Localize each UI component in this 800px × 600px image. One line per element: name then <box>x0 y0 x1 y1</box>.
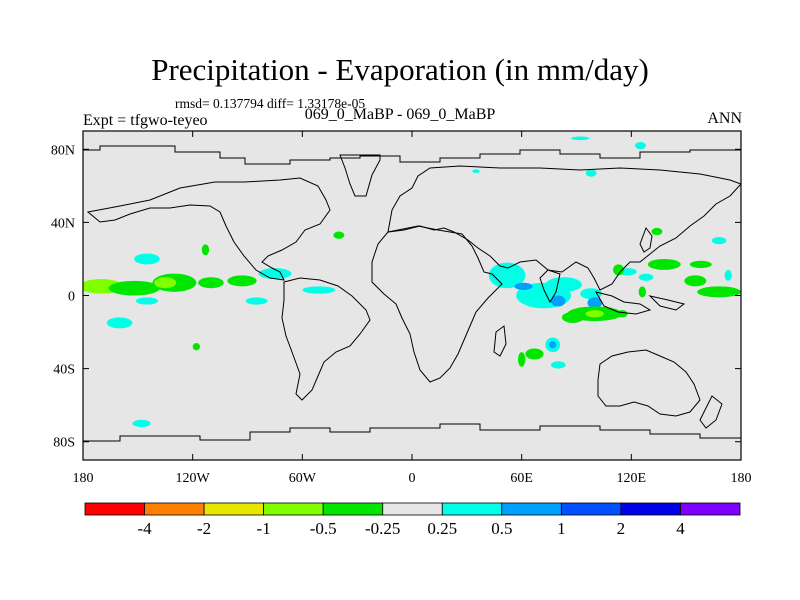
x-tick-label: 180 <box>73 471 94 486</box>
anomaly-patch <box>724 269 732 281</box>
colorbar-label: -2 <box>197 519 211 538</box>
x-axis: 180 120W 60W 0 60E 120E 180 <box>73 131 752 486</box>
x-tick-label: 120W <box>176 471 211 486</box>
anomaly-patch <box>201 244 210 256</box>
coastline-maritime-continent <box>594 291 652 315</box>
colorbar-label: -4 <box>137 519 152 538</box>
colorbar-box <box>680 502 741 516</box>
anomaly-patch <box>134 253 160 265</box>
anomaly-patch <box>549 341 557 349</box>
colorbar-box <box>263 502 324 516</box>
x-tick-label: 120E <box>617 471 647 486</box>
coastline-antarctica <box>83 423 741 442</box>
coastline-arctic <box>83 145 741 165</box>
x-tick-label: 180 <box>731 471 752 486</box>
colorbar-box <box>560 502 622 516</box>
anomaly-patch <box>634 141 646 150</box>
anomaly-patch <box>245 297 268 305</box>
anomaly-patch <box>518 352 526 367</box>
coastline-africa <box>371 225 503 383</box>
colorbar-label: -1 <box>257 519 271 538</box>
anomaly-patch <box>711 237 727 245</box>
anomaly-patch <box>136 297 158 305</box>
y-tick-label: 80N <box>51 143 75 158</box>
anomaly-patch <box>545 277 582 292</box>
y-axis: 80N 40N 0 40S 80S <box>51 143 741 451</box>
anomaly-layer <box>83 136 741 428</box>
colorbar-label: 1 <box>557 519 566 538</box>
anomaly-patch <box>488 262 526 289</box>
anomaly-patch <box>684 275 707 287</box>
coastline-japan <box>639 226 653 253</box>
anomaly-patch <box>550 295 566 307</box>
anomaly-patch <box>514 282 533 291</box>
colorbar-label: 0.5 <box>491 519 512 538</box>
anomaly-patch <box>132 419 151 428</box>
anomaly-patch <box>585 169 597 177</box>
y-tick-label: 40S <box>53 363 75 378</box>
anomaly-patch <box>689 260 712 269</box>
colorbar-label: 2 <box>617 519 626 538</box>
anomaly-patch <box>585 310 604 318</box>
colorbar-box <box>144 502 205 516</box>
coastline-greenland <box>339 154 381 197</box>
anomaly-patch <box>651 227 663 236</box>
colorbar-box <box>620 502 681 516</box>
anomaly-patch <box>333 231 345 239</box>
coastline-australia <box>597 349 701 417</box>
anomaly-patch <box>571 136 590 141</box>
anomaly-patch <box>106 317 133 329</box>
coastline-new-guinea <box>648 295 686 311</box>
x-tick-label: 60E <box>510 471 533 486</box>
y-tick-label: 0 <box>68 290 75 305</box>
colorbar-box <box>322 502 384 516</box>
coastline-india <box>539 269 561 304</box>
coastline-madagascar <box>493 325 507 357</box>
colorbar-box <box>203 502 265 516</box>
coastlines <box>83 145 741 442</box>
chart-title: Precipitation - Evaporation (in mm/day) <box>151 52 649 87</box>
experiment-label: Expt = tfgwo-teyeo <box>83 112 208 129</box>
anomaly-patch <box>302 286 336 294</box>
season-label: ANN <box>707 110 742 127</box>
anomaly-patch <box>697 286 741 298</box>
colorbar-label: 4 <box>676 519 685 538</box>
anomaly-patch <box>561 311 584 323</box>
y-tick-label: 80S <box>53 436 75 451</box>
anomaly-patch <box>154 277 177 289</box>
anomaly-patch <box>613 264 625 276</box>
anomaly-patch <box>198 277 224 289</box>
coastline-new-zealand <box>699 395 723 429</box>
colorbar: -4 -2 -1 -0.5 -0.25 0.25 0.5 1 2 4 <box>84 502 741 538</box>
colorbar-box <box>441 502 503 516</box>
anomaly-patch <box>525 348 544 360</box>
coastline-north-america <box>86 177 331 281</box>
anomaly-patch <box>616 310 628 318</box>
anomaly-patch <box>472 169 480 174</box>
colorbar-box <box>382 502 443 516</box>
anomaly-patch <box>550 361 566 369</box>
anomaly-patch <box>638 273 654 281</box>
x-tick-label: 60W <box>289 471 317 486</box>
anomaly-patch <box>580 288 603 300</box>
colorbar-box <box>501 502 562 516</box>
colorbar-label: 0.25 <box>427 519 457 538</box>
coastline-eurasia <box>387 165 741 291</box>
y-tick-label: 40N <box>51 216 75 231</box>
colorbar-label: -0.5 <box>310 519 337 538</box>
anomaly-patch <box>647 258 681 270</box>
anomaly-patch <box>587 297 603 309</box>
anomaly-patch <box>638 286 646 298</box>
anomaly-patch <box>192 343 200 351</box>
anomaly-patch <box>227 275 257 287</box>
coastline-south-america <box>281 277 371 401</box>
anomaly-patch <box>108 280 160 296</box>
x-tick-label: 0 <box>409 471 416 486</box>
case-label: 069_0_MaBP - 069_0_MaBP <box>304 106 496 123</box>
colorbar-box <box>84 502 145 516</box>
colorbar-label: -0.25 <box>365 519 400 538</box>
stats-label: rmsd= 0.137794 diff= 1.33178e-05 <box>175 96 366 111</box>
